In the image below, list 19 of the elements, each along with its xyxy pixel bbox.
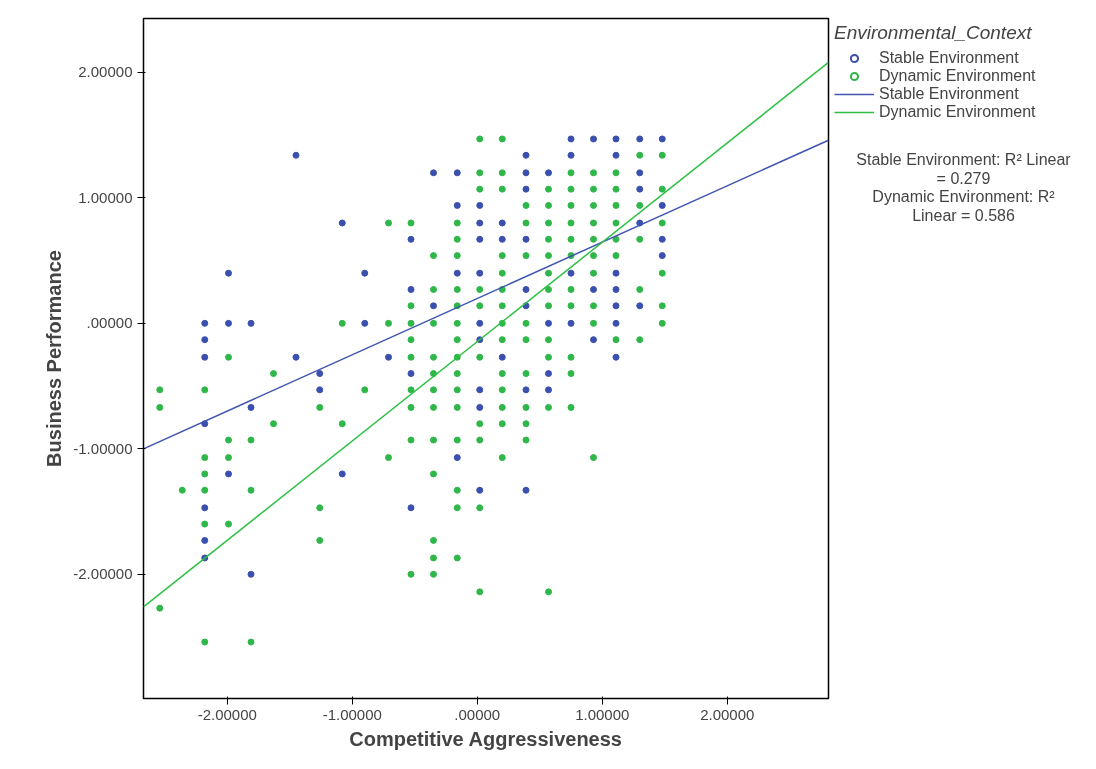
legend-label: Dynamic Environment xyxy=(879,67,1036,85)
y-tick-label: .00000 xyxy=(86,314,133,332)
text: Stable Environment: R² Linear = 0.279 xyxy=(856,151,1072,187)
x-tick-label: -1.00000 xyxy=(322,705,382,723)
legend-label: Dynamic Environment xyxy=(879,103,1036,121)
y-axis-title: Business Performance xyxy=(43,250,66,467)
legend-label: Stable Environment xyxy=(879,49,1019,67)
text: Dynamic Environment: R² Linear = 0.586 xyxy=(872,188,1056,224)
y-tick-label: 2.00000 xyxy=(78,63,133,81)
y-tick-label: 1.00000 xyxy=(78,188,133,206)
x-axis-title: Competitive Aggressiveness xyxy=(349,727,622,750)
x-tick-label: .00000 xyxy=(454,705,501,723)
y-tick-label: -1.00000 xyxy=(73,439,133,457)
x-tick-label: 1.00000 xyxy=(575,705,630,723)
legend-title: Environmental_Context xyxy=(834,22,1033,44)
legend-label: Stable Environment xyxy=(879,85,1019,103)
x-tick-label: -2.00000 xyxy=(197,705,257,723)
x-tick-label: 2.00000 xyxy=(700,705,755,723)
y-tick-label: -2.00000 xyxy=(73,565,133,583)
